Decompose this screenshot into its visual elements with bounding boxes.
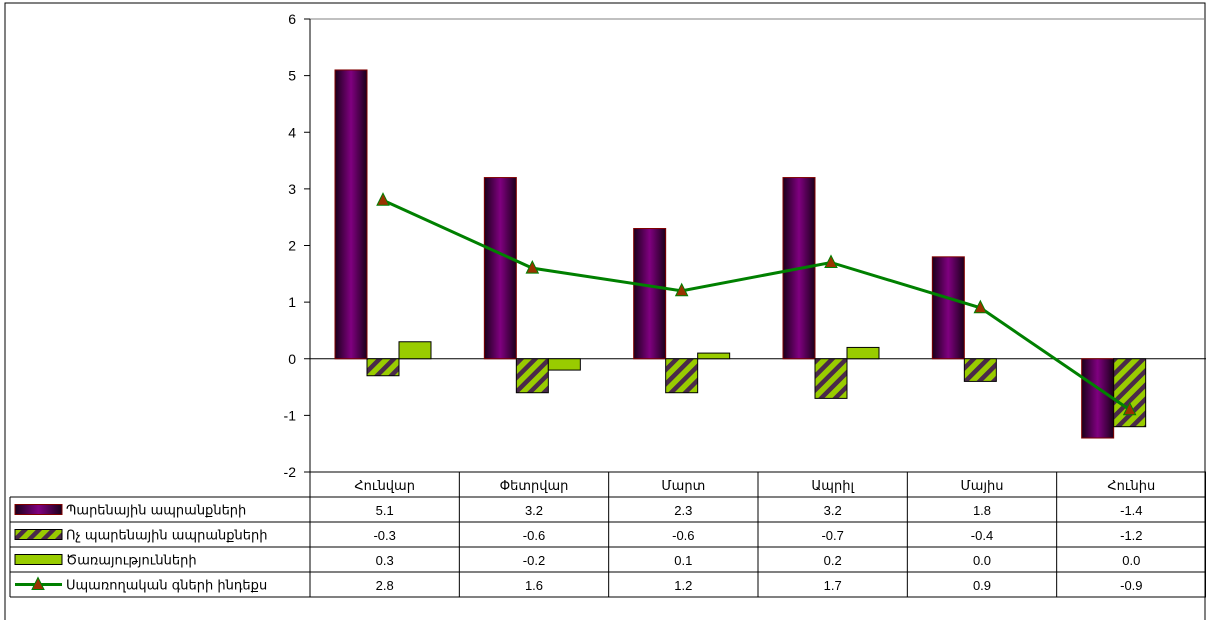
data-label: -1.2 [1120,528,1142,543]
data-label: 0.9 [973,578,991,593]
line-point [674,282,689,297]
bar [665,358,699,394]
outer-frame [4,2,1206,620]
category-label: Մայիս [961,479,1004,494]
bar [483,177,517,360]
data-label: -0.6 [523,528,545,543]
data-label: 2.3 [674,503,692,518]
bar [931,256,965,360]
data-label: -0.2 [523,553,545,568]
data-label: 0.0 [973,553,991,568]
line-point [1122,401,1137,416]
legend-label: Ոչ պարենային ապրանքների [66,529,267,544]
data-label: 3.2 [525,503,543,518]
data-label: -0.9 [1120,578,1142,593]
bar [334,69,368,360]
line-point [973,299,988,314]
legend-key-swatch [14,554,63,565]
data-label: 1.7 [824,578,842,593]
data-label: 0.2 [824,553,842,568]
bar [633,228,667,360]
y-tick-label: 6 [288,11,296,27]
legend-key-swatch [14,504,63,515]
bar [366,358,400,377]
y-tick-label: -1 [284,407,297,423]
bar [1113,358,1147,428]
bar [1081,358,1115,439]
data-label: 0.3 [376,553,394,568]
y-tick-label: 2 [288,238,296,254]
category-label: Ապրիլ [811,479,854,494]
category-label: Փետրվար [500,479,569,494]
line-point [376,192,390,206]
bar [963,358,997,382]
y-tick-label: 5 [288,68,296,84]
legend-label: Ծառայությունների [66,554,197,569]
bar [846,346,880,360]
y-axis: -2 -1 0 1 2 3 4 5 6 [284,11,1206,480]
data-label: 3.2 [824,503,842,518]
data-label: -0.7 [821,528,843,543]
bar [547,358,581,371]
data-label: 0.1 [674,553,692,568]
data-label: 1.6 [525,578,543,593]
bar [515,358,549,394]
y-tick-label: -2 [284,464,297,480]
category-label: Հունվար [354,479,415,494]
bar [398,341,432,360]
bar [814,358,848,399]
line-path [382,198,1131,411]
line-point [525,260,540,274]
data-table: Հունվար Փետրվար Մարտ Ապրիլ Մայիս Հունիս 5.1 3.2… [9,471,1206,598]
category-label: Մարտ [661,479,705,494]
legend-key-marker [31,576,45,590]
data-label: 1.8 [973,503,991,518]
line-series [376,192,1137,416]
y-tick-label: 0 [288,351,296,367]
chart-frame [4,2,1206,620]
category-label: Հունիս [1107,479,1155,494]
y-tick-label: 3 [288,181,296,197]
data-label: 5.1 [376,503,394,518]
data-label: 0.0 [1122,553,1140,568]
bars [334,69,1147,439]
legend-label: Սպառողական գների ինդեքս [66,579,267,594]
legend-key-swatch [14,529,63,540]
data-label: -1.4 [1120,503,1142,518]
bar [697,352,731,360]
data-label: 1.2 [674,578,692,593]
y-tick-label: 1 [288,294,296,310]
legend-label: Պարենային ապրանքների [66,504,246,519]
data-label: -0.3 [373,528,395,543]
line-point [824,254,838,268]
y-tick-label: 4 [288,124,296,140]
data-label: 2.8 [376,578,394,593]
data-label: -0.6 [672,528,694,543]
data-label: -0.4 [971,528,993,543]
